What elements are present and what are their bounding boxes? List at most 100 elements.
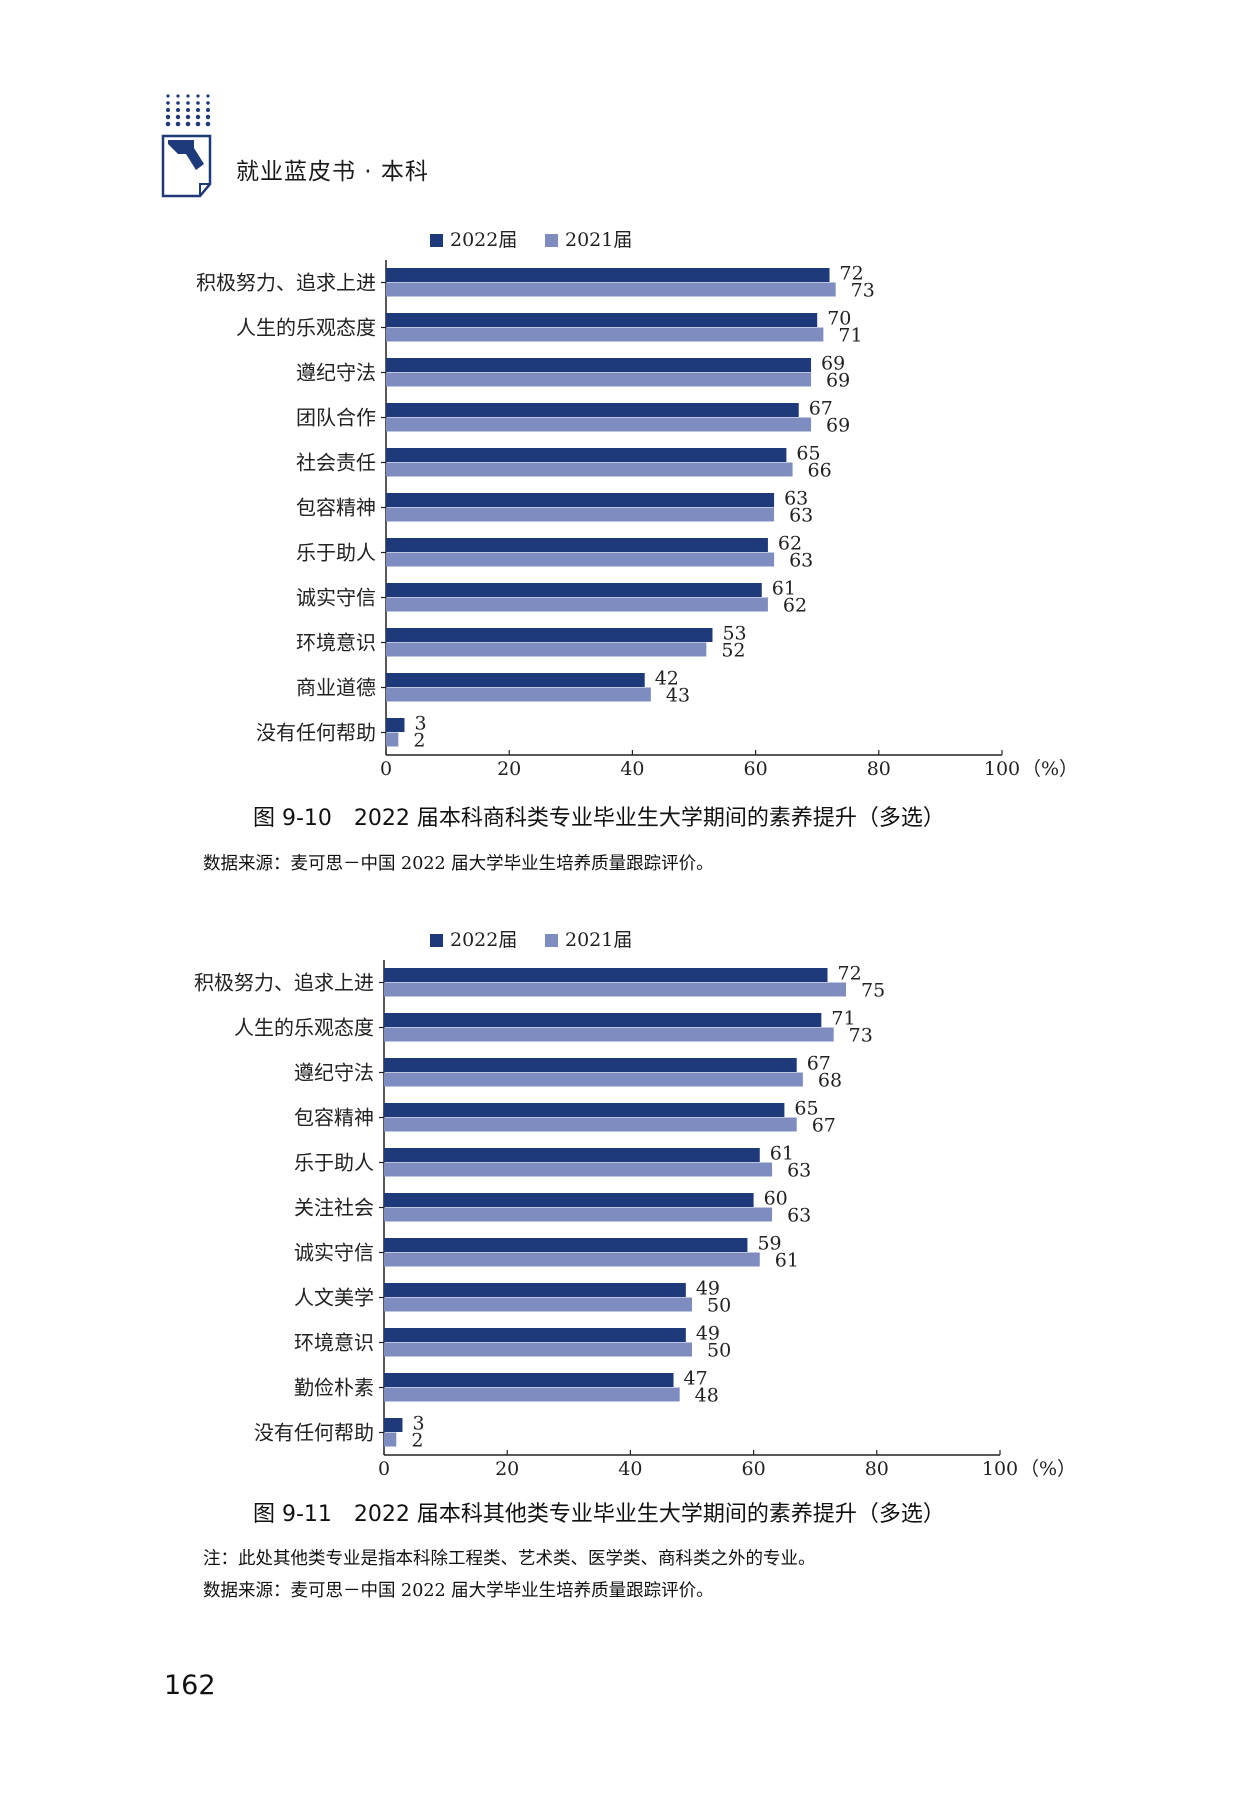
bar-2022: [384, 1058, 797, 1072]
data-label: 52: [721, 640, 745, 662]
legend-label: 2021届: [565, 229, 632, 251]
data-label: 67: [807, 1053, 831, 1075]
bar-2022: [384, 1193, 754, 1207]
bar-2022: [386, 313, 818, 327]
data-label: 2: [411, 1430, 423, 1452]
legend-label: 2021届: [565, 929, 632, 951]
bar-2021: [384, 1207, 773, 1222]
bar-2021: [384, 1027, 834, 1042]
bar-2022: [384, 1283, 686, 1297]
data-source-note: 数据来源：麦可思－中国 2022 届大学毕业生培养质量跟踪评价。: [203, 1581, 714, 1601]
category-label: 没有任何帮助: [256, 721, 376, 745]
legend-label: 2022届: [450, 229, 517, 251]
legend-swatch-0: [430, 234, 443, 247]
bar-2022: [384, 1013, 822, 1027]
x-tick-label: 100: [984, 758, 1020, 780]
data-label: 3: [414, 713, 426, 735]
legend-swatch-1: [545, 934, 558, 947]
data-label: 42: [655, 668, 679, 690]
data-label: 63: [789, 550, 813, 572]
bar-2021: [386, 372, 812, 387]
category-label: 积极努力、追求上进: [196, 271, 376, 295]
data-label: 61: [770, 1143, 794, 1165]
x-tick-label: 60: [742, 1458, 766, 1480]
legend-swatch-0: [430, 934, 443, 947]
bar-2021: [386, 597, 768, 612]
data-label: 49: [696, 1323, 720, 1345]
data-label: 60: [764, 1188, 788, 1210]
bar-2022: [386, 628, 713, 642]
data-label: 75: [861, 980, 885, 1002]
data-label: 61: [772, 578, 796, 600]
bar-2022: [386, 538, 768, 552]
data-label: 66: [808, 460, 832, 482]
data-label: 67: [812, 1115, 836, 1137]
figure-caption: 图 9-11 2022 届本科其他类专业毕业生大学期间的素养提升（多选）: [253, 1502, 945, 1527]
data-label: 59: [757, 1233, 781, 1255]
data-label: 69: [826, 370, 850, 392]
book-arrow-logo-icon: [160, 92, 220, 200]
data-source-note: 数据来源：麦可思－中国 2022 届大学毕业生培养质量跟踪评价。: [203, 854, 714, 874]
data-label: 62: [783, 595, 807, 617]
data-label: 72: [840, 263, 864, 285]
bar-2021: [386, 462, 793, 477]
category-label: 包容精神: [294, 1106, 374, 1130]
category-label: 诚实守信: [296, 586, 376, 610]
data-label: 71: [831, 1008, 855, 1030]
data-label: 49: [696, 1278, 720, 1300]
legend-swatch-1: [545, 234, 558, 247]
legend-label: 2022届: [450, 929, 517, 951]
bar-2022: [384, 1148, 760, 1162]
x-tick-label: 40: [620, 758, 644, 780]
x-tick-label: 0: [380, 758, 392, 780]
data-label: 50: [707, 1340, 731, 1362]
bar-2021: [386, 417, 812, 432]
data-label: 2: [413, 730, 425, 752]
data-label: 72: [838, 963, 862, 985]
data-label: 63: [784, 488, 808, 510]
x-tick-label: 100: [982, 1458, 1018, 1480]
data-label: 69: [826, 415, 850, 437]
x-tick-label: 80: [865, 1458, 889, 1480]
data-label: 50: [707, 1295, 731, 1317]
data-label: 65: [794, 1098, 818, 1120]
category-label: 遵纪守法: [294, 1061, 374, 1085]
category-label: 乐于助人: [294, 1151, 374, 1175]
bar-2022: [384, 1373, 674, 1387]
data-label: 47: [684, 1368, 708, 1390]
bar-2021: [384, 1297, 692, 1312]
data-label: 73: [849, 1025, 873, 1047]
bar-2022: [386, 268, 830, 282]
bar-2021: [386, 642, 707, 657]
bar-2021: [384, 1117, 797, 1132]
x-tick-label: 40: [618, 1458, 642, 1480]
bar-2022: [386, 403, 799, 417]
x-tick-label: 0: [378, 1458, 390, 1480]
x-tick-label: 20: [495, 1458, 519, 1480]
category-label: 商业道德: [296, 676, 376, 700]
bar-2021: [386, 507, 775, 522]
x-tick-label: 20: [497, 758, 521, 780]
bar-2022: [384, 1418, 403, 1432]
data-label: 62: [778, 533, 802, 555]
category-label: 环境意识: [296, 631, 376, 655]
figure-caption: 图 9-10 2022 届本科商科类专业毕业生大学期间的素养提升（多选）: [253, 806, 945, 831]
category-label: 乐于助人: [296, 541, 376, 565]
x-axis-unit: （%）: [1020, 1458, 1076, 1480]
bar-2021: [384, 1252, 760, 1267]
x-axis-unit: （%）: [1022, 758, 1078, 780]
data-label: 53: [722, 623, 746, 645]
data-label: 68: [818, 1070, 842, 1092]
category-label: 没有任何帮助: [254, 1421, 374, 1445]
data-label: 67: [809, 398, 833, 420]
x-tick-label: 80: [867, 758, 891, 780]
bar-2021: [384, 1387, 680, 1402]
category-label: 积极努力、追求上进: [194, 971, 374, 995]
bar-2022: [384, 1328, 686, 1342]
data-label: 43: [666, 685, 690, 707]
footnote: 注：此处其他类专业是指本科除工程类、艺术类、医学类、商科类之外的专业。: [203, 1549, 816, 1569]
data-label: 3: [412, 1413, 424, 1435]
bar-2022: [386, 718, 405, 732]
data-label: 61: [775, 1250, 799, 1272]
